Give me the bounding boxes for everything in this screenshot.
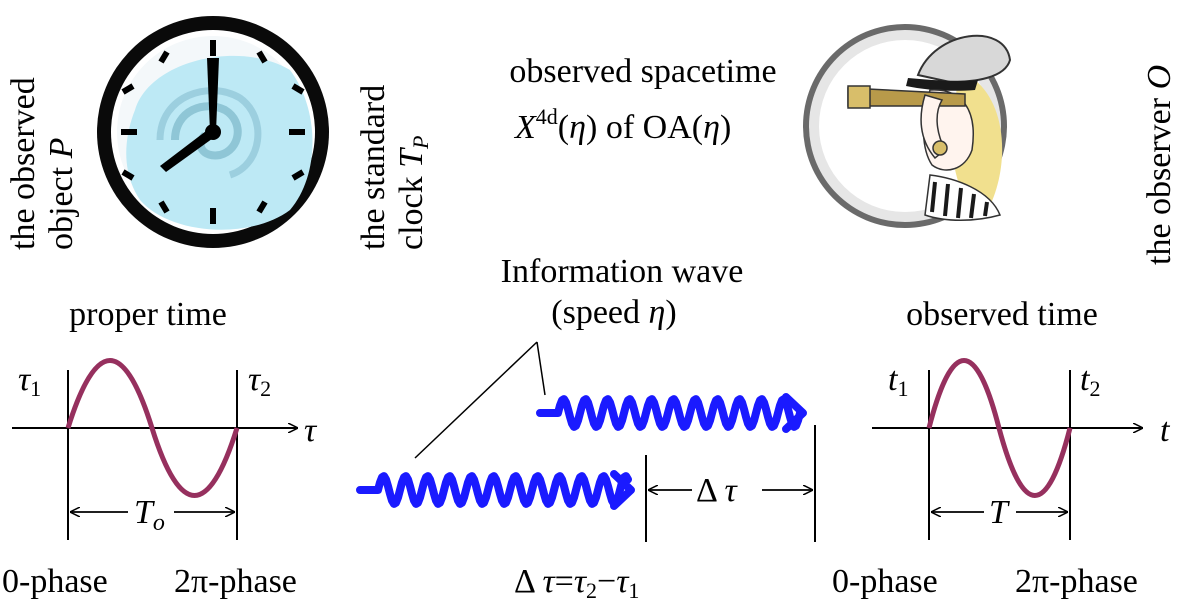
clock-icon xyxy=(97,16,329,248)
phase0-right: 0-phase xyxy=(832,563,938,600)
t-axis-label: t xyxy=(1160,412,1171,449)
phase0-left: 0-phase xyxy=(2,563,108,600)
object-label-line2: object P xyxy=(43,138,80,250)
delta-tau-label: Δ τ xyxy=(696,472,739,509)
spacetime-title: observed spacetime xyxy=(509,53,776,90)
t2-label: t2 xyxy=(1080,361,1100,401)
proper-time-label: proper time xyxy=(69,296,227,333)
T-o-label: To xyxy=(134,494,165,536)
phase2pi-right: 2π-phase xyxy=(1015,563,1138,600)
delta-tau-interval xyxy=(645,425,816,542)
object-label: the observed xyxy=(5,77,42,250)
t1-label: t1 xyxy=(888,361,908,401)
T-label: T xyxy=(989,494,1010,531)
info-wave-title: Information wave xyxy=(501,253,744,290)
information-wave-lower xyxy=(356,470,635,510)
phase2pi-left: 2π-phase xyxy=(174,563,297,600)
clock-label: the standard xyxy=(355,85,392,250)
proper-sine xyxy=(65,358,240,498)
tau2-label: τ2 xyxy=(248,361,271,401)
delta-tau-formula: Δ τ=τ2−τ1 xyxy=(514,563,639,603)
spacetime-formula: X4d(η) of OA(η) xyxy=(513,104,731,146)
clock-label-line2: clock TP xyxy=(393,135,433,250)
proper-time-graph xyxy=(12,358,298,540)
tau1-label: τ1 xyxy=(18,361,41,401)
observed-time-label: observed time xyxy=(906,296,1098,333)
information-wave-upper xyxy=(536,393,807,433)
info-wave-speed: (speed η) xyxy=(551,294,676,331)
observer-telescope-icon xyxy=(803,24,1012,228)
observed-sine xyxy=(926,358,1073,498)
tau-axis-label: τ xyxy=(304,412,318,449)
info-wave-pointer xyxy=(414,341,546,459)
observer-label: the observer O xyxy=(1141,65,1178,265)
observed-time-graph xyxy=(872,358,1143,540)
